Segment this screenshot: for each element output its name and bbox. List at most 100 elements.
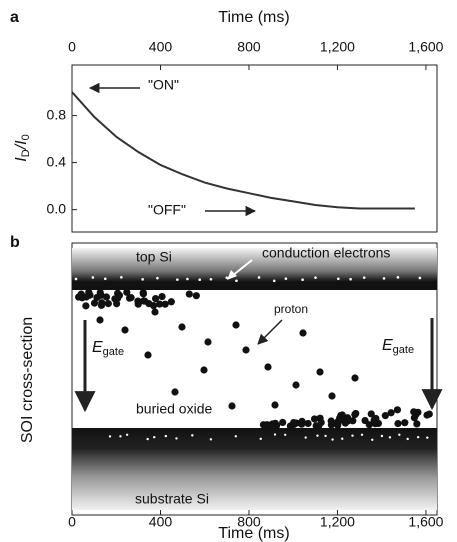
dot [401,419,409,427]
dot [380,434,384,438]
dot [103,277,107,281]
dot [396,276,400,279]
dot [271,401,279,409]
arrow [231,259,253,277]
x-tick-label: 800 [237,514,261,530]
layer-label: conduction electrons [262,245,390,261]
dot [351,434,354,437]
dot [108,435,112,438]
x-tick-label: 1,600 [408,39,443,55]
top-si-layer [72,248,437,290]
dot [97,301,106,309]
dot [235,279,238,283]
arrow-head [227,270,237,280]
dot [394,419,402,428]
y-axis-title: SOI cross-section [19,317,36,443]
y-axis-title: ID/I0 [13,134,32,161]
panel-b: b SOI cross-section top Si conduction el… [10,234,444,542]
dot [412,411,420,419]
dot [151,294,160,303]
dot [336,416,345,424]
x-tick-label: 1,600 [408,514,443,530]
dot [416,435,420,439]
dot [324,434,327,438]
dot [123,288,131,296]
substrate-layer [72,428,437,510]
dot [331,438,334,441]
dot [351,374,359,382]
dot [264,363,272,371]
y-tick-label: 0.0 [47,200,67,216]
dot [175,437,178,440]
x-axis-title: Time (ms) [218,525,289,542]
dot [139,289,147,297]
dot [102,293,111,301]
dot [304,419,312,428]
dot [141,278,144,281]
x-tick-label: 400 [149,514,173,530]
decay-curve [71,91,415,210]
dot [316,434,319,437]
x-tick-label: 1,200 [320,514,355,530]
dot [171,388,179,396]
annotation: "OFF" [148,202,186,218]
dot [362,276,366,279]
dot [257,276,261,279]
dot [315,422,323,430]
y-title-part: 0 [20,134,32,140]
dot [186,277,189,281]
proton-label: proton [274,302,308,316]
dot [144,351,152,359]
field-part: E [382,337,393,354]
dot [371,438,374,441]
dot [104,300,112,308]
dot [413,420,421,428]
dot [374,419,383,428]
dot [153,436,156,439]
dot [273,433,277,436]
dot [90,299,99,307]
dot [209,438,213,441]
dot [158,292,166,301]
dot [192,292,200,300]
dot [232,321,240,329]
layer-label: buried oxide [136,401,212,417]
layer-label: substrate Si [135,491,209,507]
dot [119,435,122,438]
dot [423,411,431,419]
dot [200,366,208,374]
field-part: gate [393,344,414,356]
dot [341,437,344,440]
x-tick-label: 400 [149,39,173,55]
plot-frame [71,64,438,233]
field-label: Egate [92,339,124,358]
dot [82,293,91,301]
x-axis-title: Time (ms) [218,9,289,26]
dot [352,409,360,418]
dot [242,346,250,354]
arrow [257,319,283,345]
x-tick-label: 800 [237,39,261,55]
y-tick-label: 0.8 [47,106,67,122]
dot [121,326,129,334]
dot [327,417,335,425]
dot [268,420,277,428]
x-tick-label: 0 [68,39,76,55]
dot [234,435,238,438]
dot [418,276,422,280]
field-part: gate [103,346,124,358]
dot [387,409,395,417]
dot [164,434,168,438]
dot [406,437,409,441]
y-tick-label: 0.4 [47,153,67,169]
dot [151,308,159,316]
panel-a: a Time (ms) ID/I0 "ON" "OFF" 0 400 800 1,20… [10,9,444,233]
dot [304,436,307,439]
dot [185,290,193,298]
dot [96,316,104,324]
dot [259,437,262,441]
dot [398,433,401,436]
y-title-part: I [13,157,30,162]
dot [191,434,194,437]
